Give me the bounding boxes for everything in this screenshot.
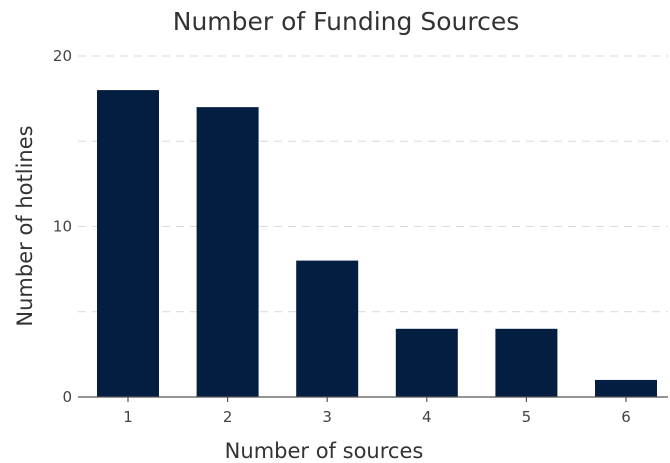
bar: [495, 328, 558, 397]
axes: 0 10 20 1 2 3 4 5 6: [53, 47, 668, 426]
y-tick-label: 10: [53, 218, 72, 236]
gridlines: [78, 55, 668, 313]
y-axis-label: Number of hotlines: [13, 125, 37, 326]
bar: [97, 90, 159, 397]
bar: [196, 107, 259, 398]
chart-title: Number of Funding Sources: [173, 7, 519, 36]
x-axis-label: Number of sources: [225, 439, 424, 463]
x-tick-label: 2: [223, 408, 233, 426]
bar: [595, 379, 657, 397]
bar: [395, 328, 458, 397]
x-tick-label: 4: [422, 408, 432, 426]
bar: [296, 260, 359, 397]
x-tick-label: 6: [621, 408, 631, 426]
y-tick-label: 0: [62, 388, 72, 406]
y-tick-label: 20: [53, 47, 72, 65]
x-tick-label: 3: [322, 408, 332, 426]
x-tick-label: 1: [123, 408, 133, 426]
x-tick-label: 5: [522, 408, 532, 426]
bars: [97, 90, 657, 398]
